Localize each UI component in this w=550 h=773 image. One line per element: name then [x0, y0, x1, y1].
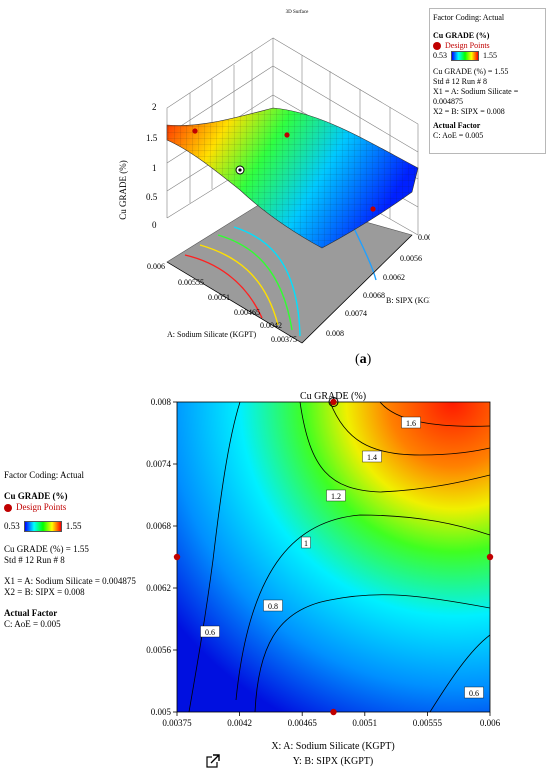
z-tick: 0 [152, 220, 157, 230]
contour-label-box [326, 489, 346, 502]
colorbar [23, 521, 62, 532]
external-link-icon[interactable] [206, 754, 220, 768]
contour-label-box [263, 599, 283, 612]
design-point-marker-icon [433, 42, 441, 50]
z-tick: 1.5 [146, 133, 158, 143]
value-line: Cu GRADE (%) = 1.55 [4, 544, 89, 554]
x-tick-label: 0.00375 [162, 718, 192, 728]
contour-line [188, 402, 241, 712]
z-axis-label: Cu GRADE (%) [118, 160, 128, 220]
contour-line [299, 402, 490, 493]
x-tick-label: 0.0042 [227, 718, 252, 728]
design-point [486, 553, 494, 561]
design-point-marker-icon [4, 503, 12, 512]
panel-a-caption: (a) [355, 352, 372, 367]
contour-label-box [200, 625, 220, 638]
contour-label: 1.2 [331, 492, 341, 501]
contour-line [235, 514, 490, 701]
contour-plot-area [176, 401, 491, 713]
contour-legend: Factor Coding: Actual Cu GRADE (%) Desig… [4, 470, 174, 630]
design-point-3d [370, 206, 376, 212]
z-tick: 1 [152, 163, 157, 173]
contour-label-box [362, 450, 382, 463]
std-line: Std # 12 Run # 8 [4, 555, 65, 565]
z-tick: 2 [152, 102, 157, 112]
design-points-legend: Design Points [433, 41, 542, 51]
y-tick: 0.0062 [383, 273, 405, 282]
x-tick: 0.0051 [208, 293, 230, 302]
value-line: Cu GRADE (%) = 1.55 [433, 67, 509, 76]
contour-line [429, 634, 490, 712]
aoe-line: C: AoE = 0.005 [4, 619, 61, 629]
design-point [330, 708, 337, 716]
actual-factor-label: Actual Factor [4, 608, 58, 618]
x-tick-label: 0.00555 [413, 718, 443, 728]
color-range: 0.53 1.55 [433, 51, 497, 61]
std-line: Std # 12 Run # 8 [433, 77, 488, 86]
design-point [173, 553, 181, 561]
surface-info-box: Factor Coding: Actual Cu GRADE (%) Desig… [429, 8, 546, 154]
color-range: 0.53 1.55 [4, 521, 82, 532]
contour-title: Cu GRADE (%) [300, 391, 366, 402]
contour-label: 0.8 [268, 602, 278, 611]
contour-label-box [301, 536, 311, 549]
x-tick: 0.00375 [271, 335, 297, 344]
design-point [330, 398, 337, 406]
contour-label: 0.6 [205, 628, 215, 637]
y-tick-label: 0.005 [151, 707, 172, 717]
y-tick: 0.0056 [400, 254, 422, 263]
y-tick-label: 0.008 [151, 397, 172, 407]
surface-plot-title: 3D Surface [286, 10, 309, 15]
contour-label: 0.6 [469, 689, 479, 698]
contour-line [254, 594, 490, 712]
x-tick: 0.00465 [234, 308, 260, 317]
factor-coding-label: Factor Coding: Actual [4, 470, 84, 480]
y-axis-label: B: SIPX (KGPT) [386, 296, 430, 305]
contour-label-box [401, 416, 421, 429]
x-tick: 0.00555 [178, 278, 204, 287]
surface-plot-3d: 3D Surface [118, 10, 430, 344]
contour-label: 1.4 [367, 453, 377, 462]
contour-label: 1.6 [406, 419, 416, 428]
x2-line: X2 = B: SIPX = 0.008 [4, 587, 85, 597]
response-name: Cu GRADE (%) [4, 491, 68, 501]
x-tick-label: 0.00465 [288, 718, 318, 728]
y-tick: 0.008 [326, 329, 344, 338]
contour-x-axis-label: X: A: Sodium Silicate (KGPT) [271, 741, 394, 752]
x-tick-label: 0.0051 [352, 718, 377, 728]
y-tick-label: 0.0056 [146, 645, 171, 655]
design-points-legend: Design Points [4, 502, 174, 513]
x-axis-label: A: Sodium Silicate (KGPT) [167, 330, 256, 339]
y-tick: 0.0068 [363, 291, 385, 300]
design-point-3d [192, 128, 198, 134]
colorbar [451, 51, 479, 61]
y-tick-label: 0.0074 [146, 459, 171, 469]
x-tick-label: 0.006 [480, 718, 501, 728]
highlighted-design-point [328, 397, 339, 407]
response-name: Cu GRADE (%) [433, 31, 490, 40]
x-tick: 0.0042 [260, 321, 282, 330]
contour-line [379, 402, 490, 427]
contour-label-box [464, 686, 484, 699]
x1-line: X1 = A: Sodium Silicate = 0.004875 [433, 87, 519, 106]
y-tick: 0.0074 [345, 309, 367, 318]
x-tick: 0.006 [147, 262, 165, 271]
contour-line [329, 402, 490, 456]
contour-y-axis-label: Y: B: SIPX (KGPT) [293, 756, 373, 767]
design-point-3d [284, 132, 290, 138]
actual-factor-label: Actual Factor [433, 121, 481, 130]
aoe-line: C: AoE = 0.005 [433, 131, 484, 140]
x1-line: X1 = A: Sodium Silicate = 0.004875 [4, 576, 136, 586]
x2-line: X2 = B: SIPX = 0.008 [433, 107, 505, 116]
z-tick: 0.5 [146, 192, 158, 202]
contour-label: 1 [304, 539, 308, 548]
y-tick: 0.005 [418, 233, 430, 242]
factor-coding-label: Factor Coding: Actual [433, 13, 505, 22]
floor-contours [184, 219, 377, 337]
